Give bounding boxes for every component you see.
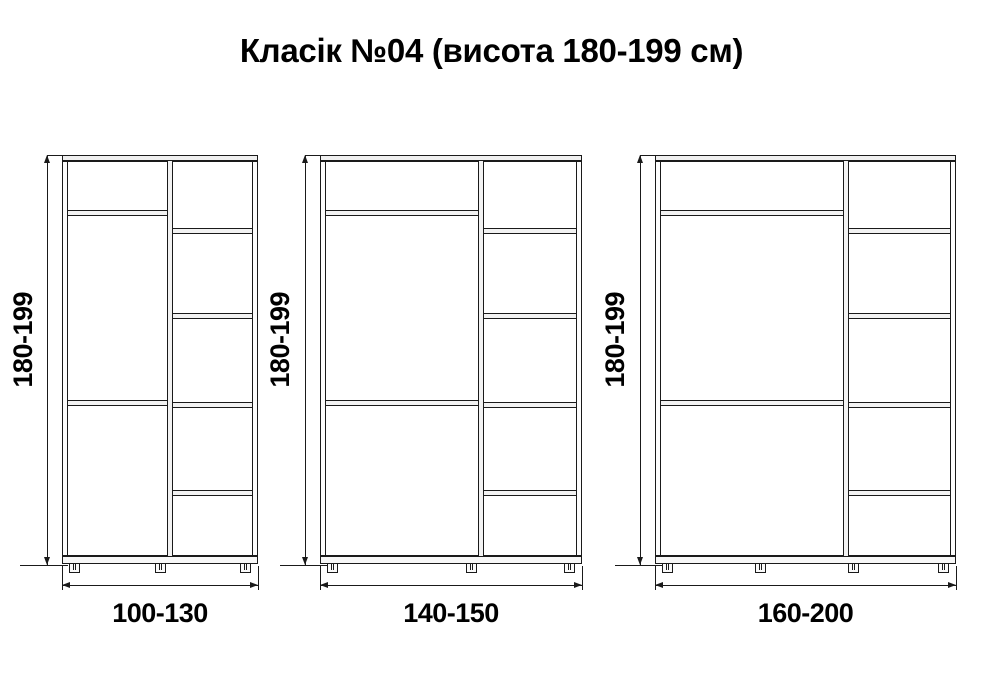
page-title: Класік №04 (висота 180-199 см)	[239, 32, 744, 69]
right-shelf-2-d	[484, 490, 576, 496]
top-panel-1	[62, 155, 258, 161]
foot-2-2	[466, 564, 477, 573]
height-ext-top-2	[305, 155, 329, 156]
foot-3-4	[938, 564, 949, 573]
right-shelf-2-c	[484, 402, 576, 408]
height-dimension-line-3	[640, 155, 641, 565]
width-label-2: 140-150	[403, 598, 499, 628]
height-label-3: 180-199	[600, 292, 630, 388]
height-arrow-top-1	[44, 155, 50, 163]
width-label-3: 160-200	[757, 598, 854, 628]
foot-2-3	[564, 564, 575, 573]
width-ext-left-1	[62, 566, 63, 590]
width-arrow-right-1	[250, 582, 258, 588]
height-arrow-top-2	[302, 155, 308, 163]
width-ext-right-3	[956, 566, 957, 590]
right-side-panel-2	[576, 161, 582, 556]
width-ext-right-2	[582, 566, 583, 590]
top-panel-3	[655, 155, 956, 161]
width-arrow-left-1	[62, 582, 70, 588]
height-label-2: 180-199	[265, 292, 295, 388]
width-ext-left-2	[320, 566, 321, 590]
width-dimension-line-2	[320, 585, 582, 586]
right-shelf-2-a	[484, 228, 576, 234]
height-ext-top-3	[640, 155, 662, 156]
width-ext-right-1	[258, 566, 259, 590]
cabinet-body-1	[62, 161, 258, 556]
height-label-1: 180-199	[8, 292, 38, 388]
width-arrow-left-3	[655, 582, 663, 588]
left-top-shelf-1	[68, 210, 167, 216]
foot-1-1	[69, 564, 80, 573]
width-arrow-left-2	[320, 582, 328, 588]
foot-1-3	[240, 564, 251, 573]
wardrobe-diagram-2: 180-199 140-150	[265, 0, 600, 700]
foot-1-2	[155, 564, 166, 573]
width-ext-left-3	[655, 566, 656, 590]
base-panel-3	[655, 556, 956, 564]
height-dimension-line-1	[47, 155, 48, 565]
height-ext-bottom-2	[280, 565, 328, 566]
left-side-panel-2	[320, 161, 326, 556]
height-dimension-line-2	[305, 155, 306, 565]
right-shelf-1-c	[173, 402, 252, 408]
right-shelf-3-b	[849, 313, 950, 319]
height-arrow-bottom-1	[44, 557, 50, 565]
right-shelf-1-b	[173, 313, 252, 319]
left-mid-shelf-1	[68, 400, 167, 406]
left-mid-shelf-3	[661, 400, 843, 406]
height-ext-bottom-3	[615, 565, 663, 566]
foot-3-1	[662, 564, 673, 573]
width-label-1: 100-130	[112, 598, 208, 628]
right-shelf-3-c	[849, 402, 950, 408]
vertical-divider-2	[478, 161, 484, 556]
left-top-shelf-3	[661, 210, 843, 216]
left-side-panel-1	[62, 161, 68, 556]
cabinet-body-2	[320, 161, 582, 556]
height-arrow-bottom-2	[302, 557, 308, 565]
wardrobe-diagram-1: 180-199 100-130	[0, 0, 290, 700]
height-arrow-top-3	[637, 155, 643, 163]
right-shelf-2-b	[484, 313, 576, 319]
wardrobe-diagram-3: 180-199 160-200	[600, 0, 983, 700]
vertical-divider-1	[167, 161, 173, 556]
base-panel-1	[62, 556, 258, 564]
vertical-divider-3	[843, 161, 849, 556]
width-dimension-line-1	[62, 585, 258, 586]
right-side-panel-3	[950, 161, 956, 556]
right-shelf-3-a	[849, 228, 950, 234]
right-shelf-1-d	[173, 490, 252, 496]
right-shelf-1-a	[173, 228, 252, 234]
right-shelf-3-d	[849, 490, 950, 496]
left-top-shelf-2	[326, 210, 478, 216]
height-ext-bottom-1	[20, 565, 68, 566]
left-mid-shelf-2	[326, 400, 478, 406]
width-dimension-line-3	[655, 585, 956, 586]
foot-2-1	[327, 564, 338, 573]
right-side-panel-1	[252, 161, 258, 556]
height-ext-top-1	[47, 155, 69, 156]
cabinet-body-3	[655, 161, 956, 556]
foot-3-3	[848, 564, 859, 573]
width-arrow-right-2	[574, 582, 582, 588]
foot-3-2	[755, 564, 766, 573]
top-panel-2	[320, 155, 582, 161]
left-side-panel-3	[655, 161, 661, 556]
height-arrow-bottom-3	[637, 557, 643, 565]
base-panel-2	[320, 556, 582, 564]
width-arrow-right-3	[948, 582, 956, 588]
